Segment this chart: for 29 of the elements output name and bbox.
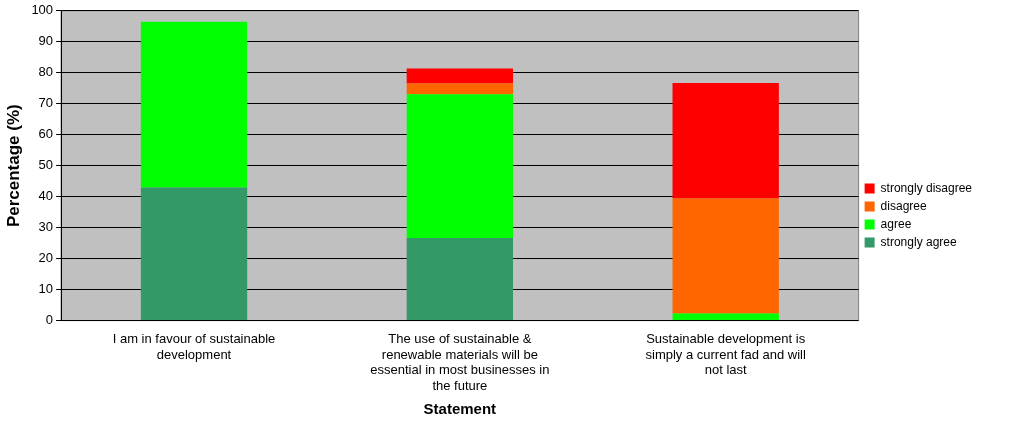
x-axis-title: Statement xyxy=(423,400,497,418)
legend-label: strongly agree xyxy=(880,234,957,249)
y-tick-label: 80 xyxy=(38,64,54,80)
bar xyxy=(672,82,779,199)
x-tick-label: The use of sustainable & renewable materials will be essential in most businesses in the future xyxy=(370,330,550,393)
bar xyxy=(672,313,779,321)
legend-label: strongly disagree xyxy=(880,180,973,195)
y-tick-label: 70 xyxy=(38,95,54,111)
bar xyxy=(406,237,514,321)
y-tick-label: 60 xyxy=(38,126,54,142)
x-tick-label: Sustainable development is simply a current fad and will not last xyxy=(645,330,806,378)
y-tick-label: 50 xyxy=(38,157,54,173)
bar xyxy=(406,68,514,84)
y-tick-label: 30 xyxy=(38,219,54,235)
x-tick-label: I am in favour of sustainable development xyxy=(112,330,276,362)
bar xyxy=(406,83,514,95)
y-tick-label: 90 xyxy=(38,33,54,49)
y-axis-title: Percentage (%) xyxy=(3,104,23,228)
y-tick-label: 10 xyxy=(38,281,54,297)
y-tick-label: 100 xyxy=(31,2,54,18)
y-tick-label: 40 xyxy=(38,188,54,204)
bar xyxy=(140,21,248,188)
legend-label: agree xyxy=(880,216,912,231)
y-tick-label: 0 xyxy=(45,312,54,328)
y-tick-label: 20 xyxy=(38,250,54,266)
bar xyxy=(140,187,248,321)
legend-label: disagree xyxy=(880,198,927,213)
bar xyxy=(406,94,514,238)
bar xyxy=(672,198,779,314)
